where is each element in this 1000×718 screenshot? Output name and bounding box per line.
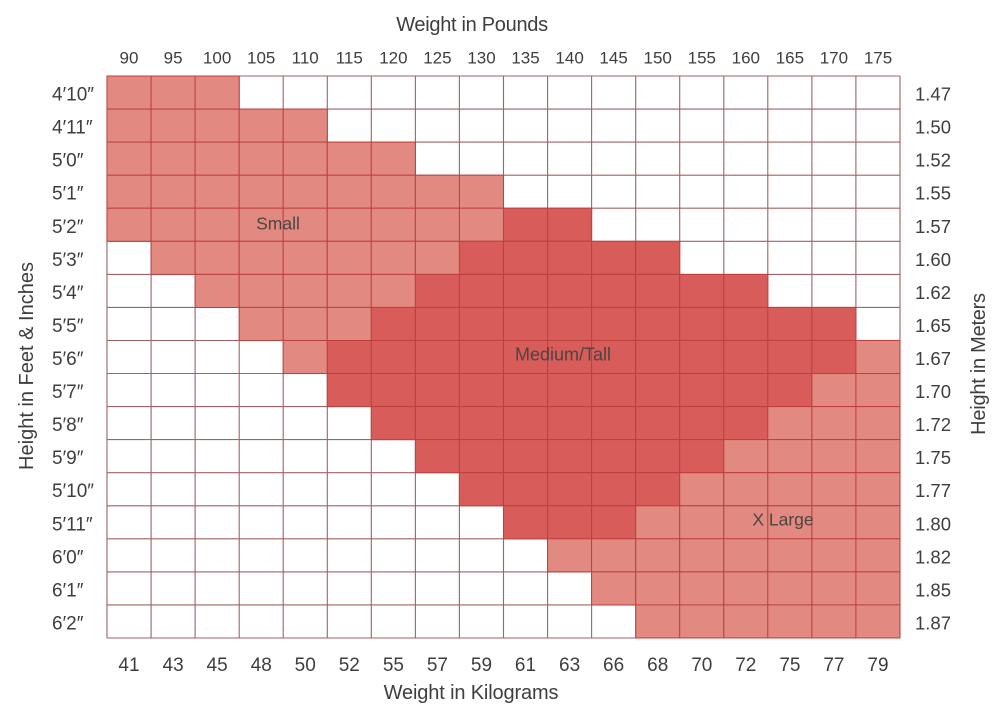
svg-text:135: 135	[511, 49, 539, 68]
svg-text:4′11″: 4′11″	[52, 118, 93, 139]
svg-text:170: 170	[820, 49, 848, 68]
svg-text:140: 140	[555, 49, 583, 68]
svg-text:1.60: 1.60	[915, 249, 951, 270]
svg-text:5′9″: 5′9″	[52, 448, 84, 469]
svg-text:175: 175	[864, 49, 892, 68]
svg-text:1.62: 1.62	[915, 282, 951, 303]
svg-text:115: 115	[336, 49, 363, 68]
svg-text:55: 55	[383, 655, 404, 676]
svg-text:165: 165	[776, 49, 804, 68]
svg-text:130: 130	[467, 49, 495, 68]
svg-text:43: 43	[163, 655, 184, 676]
svg-text:5′6″: 5′6″	[52, 349, 84, 370]
svg-text:70: 70	[691, 655, 712, 676]
svg-text:79: 79	[867, 655, 888, 676]
svg-text:1.72: 1.72	[915, 414, 951, 435]
svg-text:1.47: 1.47	[915, 84, 951, 105]
svg-text:41: 41	[118, 655, 139, 676]
svg-text:66: 66	[603, 655, 624, 676]
svg-text:X Large: X Large	[752, 510, 813, 530]
svg-text:77: 77	[823, 655, 844, 676]
svg-text:5′1″: 5′1″	[52, 184, 84, 205]
svg-text:1.87: 1.87	[915, 613, 951, 634]
svg-text:1.77: 1.77	[915, 480, 951, 501]
svg-text:Weight in Pounds: Weight in Pounds	[396, 14, 548, 36]
svg-text:1.85: 1.85	[915, 579, 951, 600]
svg-text:6′2″: 6′2″	[52, 614, 84, 635]
svg-text:1.50: 1.50	[915, 117, 951, 138]
svg-text:105: 105	[247, 49, 275, 68]
svg-text:1.82: 1.82	[915, 546, 951, 567]
svg-text:5′5″: 5′5″	[52, 316, 84, 337]
svg-text:1.70: 1.70	[915, 381, 951, 402]
svg-text:Medium/Tall: Medium/Tall	[515, 345, 611, 365]
svg-text:1.52: 1.52	[915, 150, 951, 171]
svg-text:75: 75	[779, 655, 800, 676]
svg-text:68: 68	[647, 655, 668, 676]
svg-text:145: 145	[599, 49, 627, 68]
svg-text:1.75: 1.75	[915, 447, 951, 468]
svg-text:1.67: 1.67	[915, 348, 951, 369]
svg-text:1.57: 1.57	[915, 216, 951, 237]
svg-text:5′4″: 5′4″	[52, 283, 84, 304]
svg-text:6′1″: 6′1″	[52, 580, 84, 601]
svg-text:90: 90	[120, 49, 139, 68]
svg-text:5′3″: 5′3″	[52, 250, 84, 271]
svg-text:6′0″: 6′0″	[52, 547, 84, 568]
svg-text:59: 59	[471, 655, 492, 676]
svg-text:48: 48	[251, 655, 272, 676]
svg-text:Weight in Kilograms: Weight in Kilograms	[384, 682, 559, 704]
svg-text:95: 95	[164, 49, 183, 68]
svg-text:1.65: 1.65	[915, 315, 951, 336]
svg-text:5′10″: 5′10″	[52, 481, 94, 502]
svg-text:Small: Small	[256, 214, 300, 234]
svg-text:50: 50	[295, 655, 316, 676]
svg-text:1.80: 1.80	[915, 513, 951, 534]
svg-text:125: 125	[423, 49, 451, 68]
svg-text:5′2″: 5′2″	[52, 217, 84, 238]
svg-text:63: 63	[559, 655, 580, 676]
svg-text:4′10″: 4′10″	[52, 85, 94, 106]
svg-text:5′11″: 5′11″	[52, 514, 93, 535]
svg-text:45: 45	[207, 655, 228, 676]
svg-text:61: 61	[515, 655, 536, 676]
svg-text:Height in Feet & Inches: Height in Feet & Inches	[16, 262, 38, 470]
svg-text:Height in Meters: Height in Meters	[968, 293, 990, 435]
svg-text:52: 52	[339, 655, 360, 676]
svg-text:57: 57	[427, 655, 448, 676]
svg-text:150: 150	[644, 49, 672, 68]
svg-text:160: 160	[732, 49, 760, 68]
svg-text:72: 72	[735, 655, 756, 676]
svg-text:110: 110	[292, 49, 319, 68]
svg-text:120: 120	[379, 49, 407, 68]
svg-text:100: 100	[203, 49, 231, 68]
svg-text:1.55: 1.55	[915, 183, 951, 204]
svg-text:5′0″: 5′0″	[52, 151, 84, 172]
svg-text:5′7″: 5′7″	[52, 382, 84, 403]
svg-text:155: 155	[688, 49, 716, 68]
svg-text:5′8″: 5′8″	[52, 415, 84, 436]
